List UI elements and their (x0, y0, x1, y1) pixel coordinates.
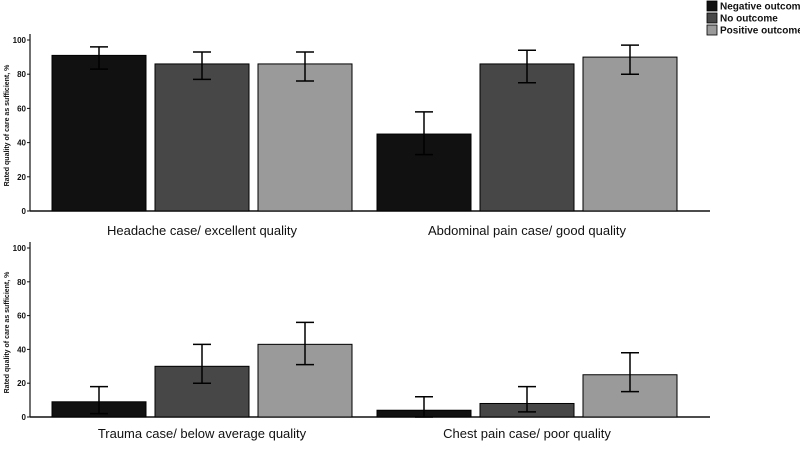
error-bar (415, 111, 433, 156)
y-tick-label: 40 (17, 139, 26, 148)
panel-3: Trauma case/ below average quality (51, 321, 353, 441)
case-label: Abdominal pain case/ good quality (428, 223, 627, 238)
y-tick-label: 0 (22, 413, 27, 422)
plot-area: 0 20 40 60 80 100 Rated quality of care as suf… (4, 34, 710, 441)
y-tick-label: 0 (22, 207, 27, 216)
y-tick-label: 20 (17, 379, 26, 388)
panel-row-1: 0 20 40 60 80 100 Rated quality of care as suf… (4, 34, 710, 238)
error-bar (90, 385, 108, 415)
y-tick-label: 80 (17, 70, 26, 79)
y-tick-label: 60 (17, 312, 26, 321)
legend-label: No outcome (720, 14, 778, 25)
legend-label: Positive outcome (720, 26, 800, 37)
error-bar (296, 51, 314, 82)
error-bar (518, 49, 536, 84)
bar-no-outcome (479, 63, 575, 212)
error-bar (621, 352, 639, 393)
error-bar (415, 395, 433, 418)
bar-positive-outcome (257, 63, 353, 212)
panel-1: Headache case/ excellent quality (51, 46, 353, 238)
legend-swatch (706, 24, 718, 36)
legend-swatch (706, 0, 718, 12)
case-label: Headache case/ excellent quality (107, 223, 298, 238)
error-bar (518, 385, 536, 413)
bar-positive-outcome (582, 56, 678, 212)
legend-label: Negative outcome (720, 2, 800, 13)
y-tick-label: 60 (17, 104, 26, 113)
y-tick-label: 20 (17, 173, 26, 182)
case-label: Trauma case/ below average quality (98, 426, 307, 441)
error-bar (90, 46, 108, 70)
legend-swatch (706, 12, 718, 24)
error-bar (193, 343, 211, 384)
y-tick-label: 100 (13, 36, 27, 45)
y-tick-label: 100 (13, 244, 27, 253)
y-axis-title: Rated quality of care as sufficient, % (4, 271, 11, 394)
error-bar (621, 44, 639, 75)
bar-negative-outcome (51, 54, 147, 212)
y-tick-label: 40 (17, 345, 26, 354)
error-bar (193, 51, 211, 81)
case-label: Chest pain case/ poor quality (443, 426, 611, 441)
y-tick-label: 80 (17, 278, 26, 287)
error-bar (296, 321, 314, 366)
bar-no-outcome (154, 63, 250, 212)
panel-row-2: 0 20 40 60 80 100 Rated quality of care as suf… (4, 242, 710, 441)
panel-4: Chest pain case/ poor quality (376, 352, 678, 441)
panel-2: Abdominal pain case/ good quality (376, 44, 678, 238)
y-axis-title: Rated quality of care as sufficient, % (4, 64, 11, 187)
